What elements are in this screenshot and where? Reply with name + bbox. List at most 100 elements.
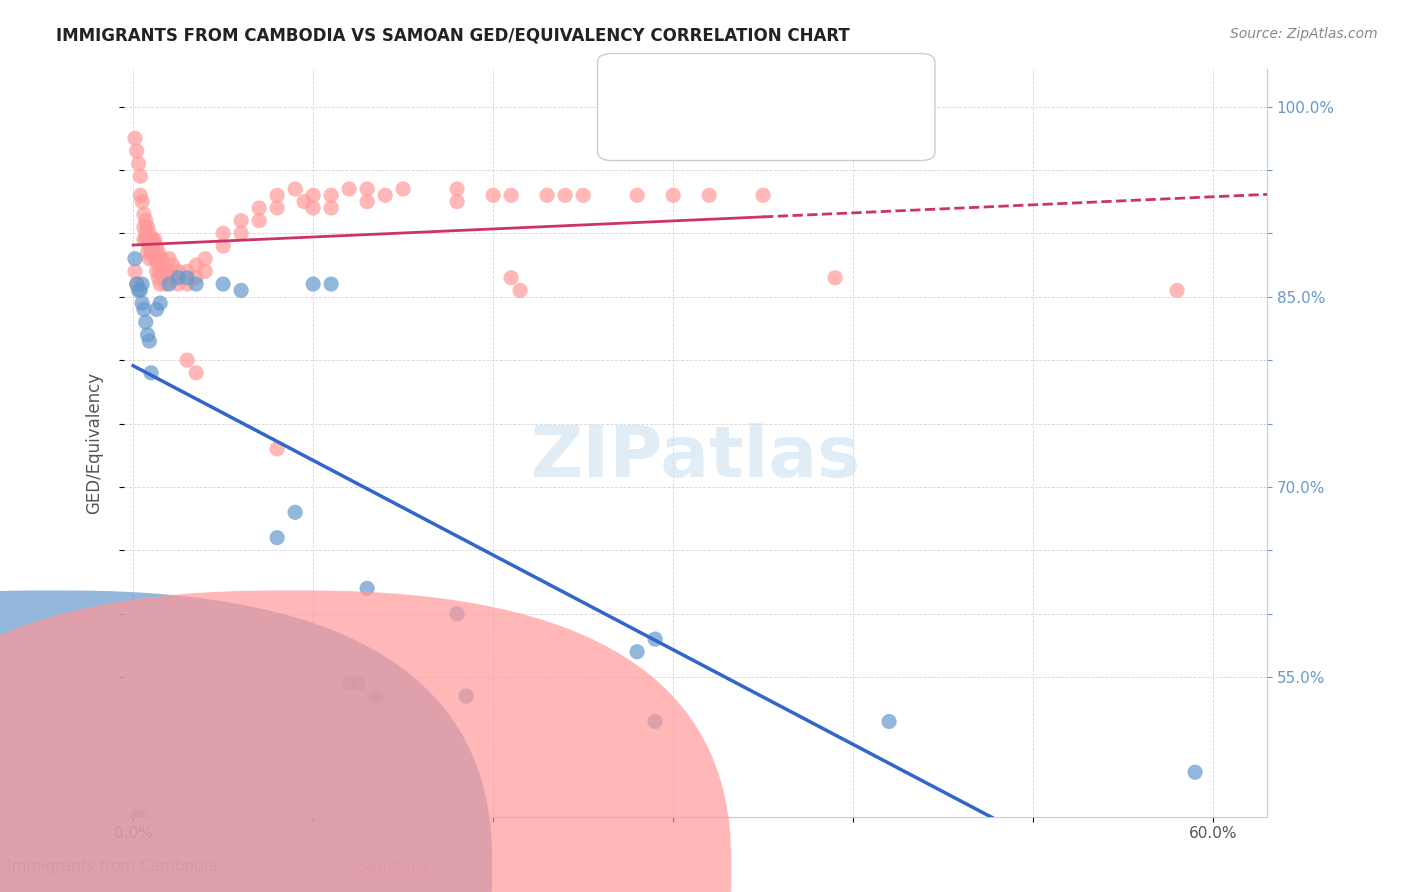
Point [138, 252, 160, 266]
Point [142, 233, 165, 247]
Point [131, 194, 153, 209]
Point [176, 353, 198, 368]
Y-axis label: GED/Equivalency: GED/Equivalency [86, 371, 103, 514]
Point [148, 245, 170, 260]
Point [162, 270, 184, 285]
Text: Samoans: Samoans [359, 859, 429, 874]
Point [132, 219, 155, 234]
Point [128, 809, 150, 823]
Point [132, 233, 155, 247]
Point [162, 258, 184, 272]
Point [356, 182, 378, 196]
Point [139, 245, 162, 260]
Legend: R = -0.548   N = 30, R =  0.266   N = 86: R = -0.548 N = 30, R = 0.266 N = 86 [654, 92, 875, 156]
Point [374, 188, 396, 202]
Point [149, 264, 172, 278]
Point [125, 809, 148, 823]
Point [266, 531, 288, 545]
Point [347, 676, 370, 690]
Point [142, 245, 165, 260]
Point [1166, 284, 1188, 298]
Point [212, 277, 235, 291]
Point [229, 284, 252, 298]
Point [266, 188, 288, 202]
Point [456, 689, 478, 703]
Point [155, 264, 177, 278]
Point [136, 327, 159, 342]
Text: Source: ZipAtlas.com: Source: ZipAtlas.com [1230, 27, 1378, 41]
Point [125, 144, 148, 158]
Point [124, 264, 146, 278]
Point [157, 277, 180, 291]
Text: Immigrants from Cambodia: Immigrants from Cambodia [7, 859, 218, 874]
Point [125, 277, 148, 291]
Point [247, 213, 270, 227]
Point [184, 366, 207, 380]
Point [136, 233, 159, 247]
Point [184, 258, 207, 272]
Point [1184, 765, 1206, 780]
Point [554, 188, 576, 202]
Point [572, 188, 595, 202]
Point [128, 156, 150, 170]
Point [132, 302, 155, 317]
Point [167, 264, 190, 278]
Point [752, 188, 775, 202]
Point [302, 201, 325, 215]
Point [302, 277, 325, 291]
Point [662, 188, 685, 202]
Point [167, 277, 190, 291]
Point [138, 239, 160, 253]
Point [266, 442, 288, 456]
Point [157, 264, 180, 278]
Point [697, 188, 720, 202]
Point [149, 296, 172, 310]
Point [124, 252, 146, 266]
Point [446, 194, 468, 209]
Point [149, 277, 172, 291]
Point [135, 315, 157, 329]
Point [132, 207, 155, 221]
Point [644, 714, 666, 729]
Point [155, 277, 177, 291]
Point [129, 188, 152, 202]
Point [135, 213, 157, 227]
Text: IMMIGRANTS FROM CAMBODIA VS SAMOAN GED/EQUIVALENCY CORRELATION CHART: IMMIGRANTS FROM CAMBODIA VS SAMOAN GED/E… [56, 27, 851, 45]
Point [824, 270, 846, 285]
Point [184, 277, 207, 291]
Point [145, 239, 167, 253]
Point [150, 252, 173, 266]
Point [321, 201, 343, 215]
Point [482, 188, 505, 202]
Point [145, 302, 167, 317]
Point [128, 284, 150, 298]
Point [356, 582, 378, 596]
Point [536, 188, 558, 202]
Point [149, 252, 172, 266]
Point [148, 258, 170, 272]
Point [266, 201, 288, 215]
Point [135, 233, 157, 247]
Point [148, 270, 170, 285]
Point [136, 219, 159, 234]
Point [644, 632, 666, 646]
Point [157, 252, 180, 266]
Point [501, 270, 523, 285]
Point [446, 182, 468, 196]
Point [124, 131, 146, 145]
Point [284, 182, 307, 196]
Point [247, 201, 270, 215]
Point [167, 270, 190, 285]
Point [176, 264, 198, 278]
Point [366, 689, 388, 703]
Point [194, 264, 217, 278]
Point [131, 277, 153, 291]
Text: ZIPatlas: ZIPatlas [530, 423, 860, 492]
Point [212, 227, 235, 241]
Point [501, 188, 523, 202]
Point [136, 245, 159, 260]
Point [125, 277, 148, 291]
Point [446, 607, 468, 621]
Point [302, 188, 325, 202]
Point [321, 188, 343, 202]
